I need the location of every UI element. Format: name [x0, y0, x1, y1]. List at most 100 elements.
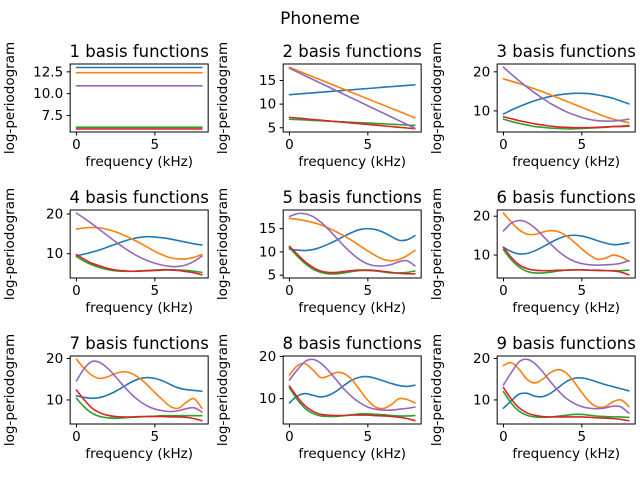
axes-spines — [69, 63, 209, 133]
subplot-9: 10 20 0 5 9 basis functions frequency (kHz) lo… — [427, 332, 640, 478]
x-axis-label: frequency (kHz) — [512, 154, 620, 170]
series-blue-line — [502, 377, 630, 410]
subplot-title: 7 basis functions — [69, 334, 208, 353]
y-tick-label: 10 — [46, 246, 63, 262]
y-tick-label: 10 — [46, 392, 63, 408]
axes-spines — [496, 63, 636, 133]
x-tick-label: 0 — [72, 137, 81, 153]
y-tick-label: 10 — [259, 391, 276, 407]
x-tick-label: 5 — [151, 283, 160, 299]
y-tick-label: 15 — [259, 221, 276, 237]
figure-suptitle: Phoneme — [280, 9, 360, 29]
x-axis-label: frequency (kHz) — [299, 300, 407, 316]
subplot-6: 10 20 0 5 6 basis functions frequency (kHz) lo… — [427, 186, 640, 332]
x-tick-label: 0 — [499, 283, 508, 299]
x-axis-label: frequency (kHz) — [85, 154, 193, 170]
x-tick-label: 5 — [577, 429, 586, 445]
subplot-title: 8 basis functions — [283, 334, 422, 353]
subplot-title: 3 basis functions — [496, 42, 635, 61]
series-purple-line — [288, 67, 417, 130]
axes-spines — [282, 63, 422, 133]
series-purple-line — [288, 358, 417, 411]
y-tick-label: 20 — [46, 351, 63, 367]
series-red-line — [288, 385, 417, 422]
x-tick-label: 5 — [151, 137, 160, 153]
x-axis-label: frequency (kHz) — [299, 154, 407, 170]
y-tick-label: 10 — [473, 248, 490, 264]
x-axis-label: frequency (kHz) — [85, 446, 193, 462]
subplot-9-canvas: 10 20 0 5 9 basis functions frequency (kHz) lo… — [429, 334, 636, 462]
y-tick-label: 5 — [268, 120, 277, 136]
y-axis-label: log-periodogram — [429, 334, 445, 446]
x-axis-label: frequency (kHz) — [512, 300, 620, 316]
subplot-4-canvas: 10 20 0 5 4 basis functions frequency (kHz) lo… — [2, 188, 209, 316]
y-tick-label: 20 — [473, 209, 490, 225]
y-axis-label: log-periodogram — [2, 188, 18, 300]
series-orange-line — [75, 358, 203, 410]
x-tick-label: 5 — [364, 429, 373, 445]
y-tick-label: 20 — [46, 206, 63, 222]
subplot-3: 10 20 0 5 3 basis functions frequency (kHz) lo… — [427, 40, 640, 186]
subplot-7: 10 20 0 5 7 basis functions frequency (kHz) lo… — [0, 332, 213, 478]
x-tick-label: 5 — [151, 429, 160, 445]
subplot-7-canvas: 10 20 0 5 7 basis functions frequency (kHz) lo… — [2, 334, 209, 462]
series-blue-line — [502, 92, 630, 115]
series-blue-line — [288, 83, 417, 96]
series-red-line — [502, 115, 630, 129]
y-tick-label: 10.0 — [33, 86, 63, 102]
y-axis-label: log-periodogram — [2, 42, 18, 154]
y-tick-label: 10 — [473, 392, 490, 408]
x-tick-label: 5 — [577, 137, 586, 153]
series-orange-line — [502, 78, 630, 124]
axes-spines — [282, 355, 422, 425]
y-tick-label: 10 — [259, 244, 276, 260]
series-blue-line — [502, 234, 630, 255]
y-tick-label: 5 — [268, 268, 277, 284]
series-orange-line — [288, 362, 417, 410]
subplot-5: 5 10 15 0 5 5 basis functions frequency (kHz) l… — [213, 186, 426, 332]
series-purple-line — [502, 358, 630, 415]
series-orange-line — [502, 361, 630, 409]
x-axis-label: frequency (kHz) — [85, 300, 193, 316]
x-tick-label: 5 — [364, 137, 373, 153]
series-green-line — [502, 390, 630, 419]
subplot-title: 4 basis functions — [69, 188, 208, 207]
x-tick-label: 0 — [72, 429, 81, 445]
series-red-line — [502, 246, 630, 276]
series-purple-line — [502, 66, 630, 122]
x-tick-label: 0 — [285, 137, 294, 153]
y-tick-label: 15 — [259, 73, 276, 89]
subplot-4: 10 20 0 5 4 basis functions frequency (kHz) lo… — [0, 186, 213, 332]
subplot-title: 9 basis functions — [496, 334, 635, 353]
axes-spines — [282, 209, 422, 279]
series-red-line — [75, 253, 203, 276]
subplot-8: 10 20 0 5 8 basis functions frequency (kHz) lo… — [213, 332, 426, 478]
y-tick-label: 20 — [473, 351, 490, 367]
x-tick-label: 0 — [72, 283, 81, 299]
series-red-line — [502, 386, 630, 422]
y-tick-label: 20 — [259, 349, 276, 365]
y-axis-label: log-periodogram — [215, 334, 231, 446]
subplot-2: 5 10 15 0 5 2 basis functions frequency (kHz) l… — [213, 40, 426, 186]
subplot-title: 6 basis functions — [496, 188, 635, 207]
subplot-8-canvas: 10 20 0 5 8 basis functions frequency (kHz) lo… — [215, 334, 422, 462]
series-red-line — [288, 116, 417, 130]
axes-spines — [496, 209, 636, 279]
y-axis-label: log-periodogram — [429, 42, 445, 154]
subplot-grid: 7.5 10.0 12.5 0 5 1 basis functions frequency … — [0, 40, 640, 478]
x-tick-label: 0 — [285, 283, 294, 299]
y-axis-label: log-periodogram — [429, 188, 445, 300]
series-green-line — [288, 386, 417, 418]
series-blue-line — [75, 376, 203, 400]
subplot-title: 1 basis functions — [69, 42, 208, 61]
series-orange-line — [288, 66, 417, 119]
series-blue-line — [75, 235, 203, 257]
axes-spines — [496, 355, 636, 425]
series-orange-line — [288, 217, 417, 262]
series-red-line — [288, 245, 417, 275]
subplot-1: 7.5 10.0 12.5 0 5 1 basis functions frequency … — [0, 40, 213, 186]
y-tick-label: 20 — [473, 64, 490, 80]
